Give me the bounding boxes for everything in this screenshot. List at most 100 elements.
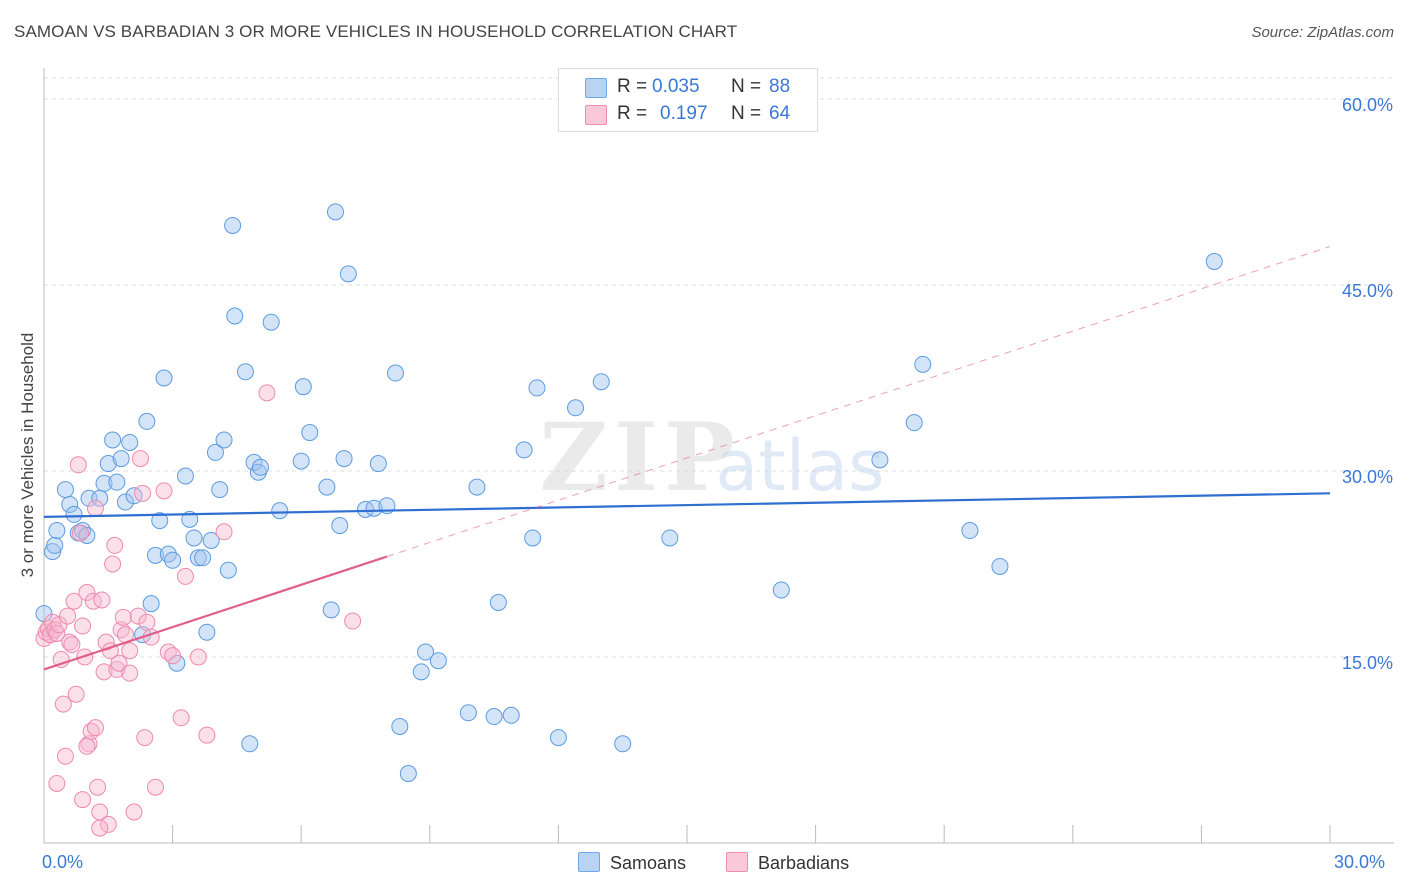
samoan-point <box>99 455 117 473</box>
source-label: Source: ZipAtlas.com <box>1251 24 1394 41</box>
x-tick-label-min: 0.0% <box>42 852 84 872</box>
samoan-point <box>335 450 353 468</box>
barbadian-point <box>91 819 109 837</box>
legend-n-value: 88 <box>769 76 791 97</box>
samoan-point <box>489 593 507 611</box>
y-tick-label: 60.0% <box>1341 95 1393 115</box>
samoan-point <box>399 765 417 783</box>
samoan-point <box>391 717 409 735</box>
samoan-point <box>961 522 979 540</box>
y-tick-label: 15.0% <box>1341 653 1393 673</box>
legend-n-label: N = <box>731 76 762 97</box>
samoan-point <box>549 729 567 747</box>
samoan-point <box>189 549 207 567</box>
samoan-point <box>429 652 447 670</box>
samoan-point <box>524 529 542 547</box>
samoan-point <box>459 704 477 722</box>
samoan-point <box>326 203 344 221</box>
barbadian-point <box>80 735 98 753</box>
samoan-point <box>772 581 790 599</box>
barbadian-point <box>48 774 66 792</box>
samoan-point <box>339 265 357 283</box>
samoan-point <box>116 493 134 511</box>
barbadian-point <box>54 695 72 713</box>
barbadian-point <box>198 726 216 744</box>
samoan-point <box>871 451 889 469</box>
samoan-point <box>112 450 130 468</box>
samoan-point <box>357 500 374 518</box>
samoan-point <box>142 595 160 613</box>
samoan-point <box>1205 252 1223 270</box>
samoan-point <box>46 536 64 554</box>
barbadian-point <box>138 613 156 631</box>
samoan-point <box>502 706 520 724</box>
barbadian-point <box>95 663 113 681</box>
samoan-point <box>567 399 585 417</box>
samoan-point <box>48 522 66 540</box>
samoan-point <box>365 499 383 517</box>
samoan-point <box>369 455 387 473</box>
legend-r-label: R = <box>617 76 648 97</box>
samoan-point <box>262 313 280 331</box>
data-points <box>35 203 1223 837</box>
samoan-point <box>138 412 156 430</box>
bottom-legend-swatch-samoans <box>578 852 600 872</box>
legend-swatch-barbadians <box>585 105 607 125</box>
samoan-point <box>331 517 349 535</box>
samoan-point <box>155 369 173 387</box>
legend-swatch-samoans <box>585 78 607 98</box>
samoan-point <box>528 379 546 397</box>
axes <box>43 68 1394 844</box>
barbadian-point <box>110 654 128 672</box>
watermark: ZIP atlas <box>539 403 884 513</box>
barbadian-point <box>84 592 102 610</box>
barbadian-point <box>258 384 276 402</box>
barbadian-point <box>89 778 107 796</box>
samoan-point <box>219 561 237 579</box>
legend-n-value: 64 <box>769 103 791 124</box>
samoan-point <box>211 481 229 499</box>
barbadian-point <box>344 612 362 630</box>
barbadian-point <box>86 499 104 517</box>
samoan-point <box>905 414 923 432</box>
bottom-legend-label: Samoans <box>610 853 687 873</box>
barbadian-point <box>106 536 124 554</box>
samoan-point <box>61 495 79 513</box>
samoan-point <box>241 735 259 753</box>
samoan-point <box>44 543 62 561</box>
samoan-point <box>121 433 139 451</box>
samoan-point <box>95 474 113 492</box>
bottom-legend-samoans: Samoans <box>578 852 686 874</box>
barbadian-point <box>121 642 139 660</box>
barbadian-point <box>136 729 154 747</box>
samoan-point <box>202 531 220 549</box>
samoan-point <box>146 546 164 564</box>
samoan-point <box>108 473 126 491</box>
samoan-point <box>226 307 244 325</box>
samoan-point <box>271 502 289 520</box>
barbadian-point <box>121 664 139 682</box>
barbadian-point <box>215 523 233 541</box>
barbadian-point <box>61 633 79 651</box>
samoan-point <box>592 373 610 391</box>
barbadian-point <box>93 591 111 609</box>
samoan-point <box>417 643 435 661</box>
barbadian-point <box>78 584 96 602</box>
samoan-point <box>206 443 224 461</box>
barbadian-point <box>86 719 104 737</box>
samoan-point <box>194 549 212 567</box>
samoan-point <box>991 557 1009 575</box>
samoan-point <box>387 364 405 382</box>
samoan-point <box>224 216 242 234</box>
barbadian-point <box>104 555 122 573</box>
barbadian-point <box>67 685 85 703</box>
barbadian-point <box>97 633 115 651</box>
samoan-point <box>198 623 216 641</box>
samoan-point <box>294 378 312 396</box>
samoan-point <box>318 478 336 496</box>
barbadian-point <box>74 791 92 809</box>
legend-r-value: 0.197 <box>660 103 708 124</box>
samoan-point <box>468 478 486 496</box>
samoan-point <box>236 363 254 381</box>
